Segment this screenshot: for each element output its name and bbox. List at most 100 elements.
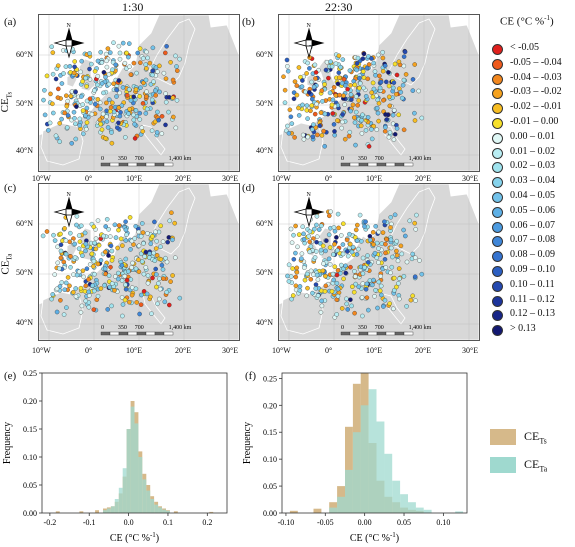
station-point xyxy=(172,220,177,226)
legend-color-dot xyxy=(492,221,503,233)
panel-letter-a: (a) xyxy=(4,16,17,28)
station-point xyxy=(391,137,397,142)
station-point xyxy=(74,272,80,278)
station-point xyxy=(391,80,397,85)
station-point xyxy=(390,254,395,260)
station-point xyxy=(90,283,95,288)
station-point xyxy=(150,45,156,51)
station-point xyxy=(108,234,113,239)
station-point xyxy=(55,260,60,266)
station-point xyxy=(356,98,361,103)
station-point xyxy=(364,65,370,71)
y-tick-label: 0.10 xyxy=(263,455,277,464)
station-point xyxy=(127,299,132,305)
scale-bar: 0 350 700 1,400 km xyxy=(340,156,432,167)
station-point xyxy=(359,131,365,136)
station-point xyxy=(128,98,134,103)
station-point xyxy=(97,106,103,112)
station-point xyxy=(357,85,362,91)
station-point xyxy=(110,100,115,106)
y-tick-label: 0.00 xyxy=(23,509,37,518)
station-point xyxy=(67,283,72,289)
map-panel-c: N 0 350 700 1,400 km xyxy=(38,183,240,341)
station-point xyxy=(62,287,67,292)
station-point xyxy=(360,56,366,61)
station-point xyxy=(132,121,137,127)
legend-entry-label: 0.01 – 0.02 xyxy=(510,145,555,157)
lat-label-40-d: 40°N xyxy=(256,318,273,327)
station-point xyxy=(402,49,408,55)
station-point xyxy=(300,224,305,229)
station-point xyxy=(371,242,376,247)
lat-label-60-b: 60°N xyxy=(256,50,273,59)
station-point xyxy=(382,298,388,303)
map-canvas: N 0 350 700 1,400 km xyxy=(39,184,239,340)
station-point xyxy=(363,128,369,133)
station-point xyxy=(42,112,48,118)
station-point xyxy=(137,311,142,317)
histogram-bar xyxy=(173,511,178,513)
station-point xyxy=(105,125,111,130)
station-point xyxy=(152,258,158,263)
station-point xyxy=(377,288,383,294)
station-point xyxy=(111,40,116,45)
station-point xyxy=(74,104,79,109)
station-point xyxy=(388,225,393,230)
station-point xyxy=(384,117,390,122)
station-point xyxy=(291,232,296,238)
station-point xyxy=(132,136,138,141)
station-point xyxy=(103,249,108,255)
station-point xyxy=(68,265,73,270)
station-point xyxy=(367,237,373,243)
histogram-bar xyxy=(95,510,99,513)
station-point xyxy=(305,285,310,291)
station-point xyxy=(374,105,380,111)
station-point xyxy=(352,115,357,120)
station-point xyxy=(342,136,348,142)
station-point xyxy=(376,229,381,235)
station-point xyxy=(74,214,80,219)
station-point xyxy=(131,94,136,100)
station-point xyxy=(413,255,418,260)
station-point xyxy=(64,305,69,310)
station-point xyxy=(40,233,46,239)
station-point xyxy=(412,118,418,123)
station-point xyxy=(153,93,158,98)
station-point xyxy=(315,132,320,138)
scale-bar: 0 350 700 1,400 km xyxy=(100,156,192,167)
station-point xyxy=(364,295,370,300)
station-point xyxy=(376,260,381,265)
station-point xyxy=(72,241,78,247)
histogram-bar xyxy=(209,511,214,513)
station-point xyxy=(164,259,170,265)
legend-entry-label: 0.11 – 0.12 xyxy=(510,293,555,305)
station-point xyxy=(77,239,83,244)
lon-label-20e-a: 20°E xyxy=(175,174,192,183)
station-point xyxy=(177,295,183,301)
station-point xyxy=(143,111,149,116)
y-tick-label: 0.15 xyxy=(263,428,277,437)
station-point xyxy=(389,264,395,270)
station-point xyxy=(328,59,333,64)
station-point xyxy=(326,232,332,238)
station-point xyxy=(401,63,407,69)
station-point xyxy=(384,237,389,242)
station-point xyxy=(162,299,168,305)
station-point xyxy=(174,98,180,103)
station-point xyxy=(401,127,407,133)
station-point xyxy=(308,277,314,282)
station-point xyxy=(401,274,407,279)
station-point xyxy=(144,106,150,112)
station-point xyxy=(59,280,64,285)
station-point xyxy=(373,288,378,293)
station-point xyxy=(376,246,381,251)
station-point xyxy=(399,95,405,101)
x-tick-label: -0.2 xyxy=(44,518,57,527)
station-point xyxy=(413,227,418,232)
station-point xyxy=(290,266,295,271)
station-point xyxy=(149,97,155,103)
y-tick-label: 0.05 xyxy=(23,481,37,490)
station-point xyxy=(81,274,86,280)
station-point xyxy=(306,234,312,239)
y-tick-label: 0.05 xyxy=(263,482,277,491)
